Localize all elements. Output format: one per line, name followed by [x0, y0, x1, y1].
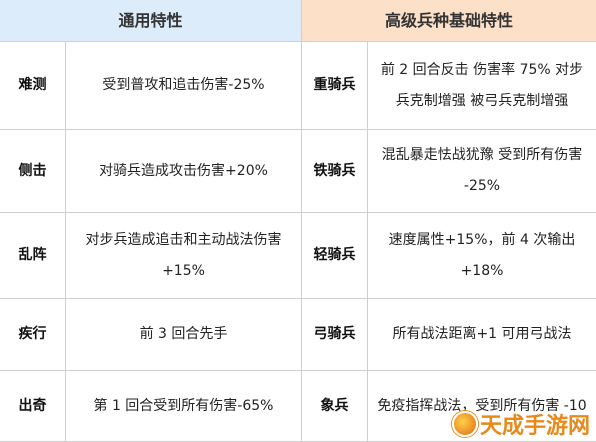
unit-description: 混乱暴走怯战犹豫 受到所有伤害 -25% [368, 130, 596, 213]
trait-name: 侧击 [0, 130, 66, 213]
unit-name: 象兵 [302, 371, 368, 442]
unit-description: 所有战法距离+1 可用弓战法 [368, 299, 596, 371]
trait-name: 疾行 [0, 299, 66, 371]
trait-description: 第 1 回合受到所有伤害-65% [66, 371, 302, 442]
trait-name: 出奇 [0, 371, 66, 442]
unit-name: 重骑兵 [302, 42, 368, 130]
unit-description: 前 2 回合反击 伤害率 75% 对步兵克制增强 被弓兵克制增强 [368, 42, 596, 130]
trait-description: 前 3 回合先手 [66, 299, 302, 371]
unit-name: 弓骑兵 [302, 299, 368, 371]
header-general-traits: 通用特性 [0, 0, 302, 42]
unit-description: 速度属性+15%，前 4 次输出 +18% [368, 213, 596, 299]
logo-icon [451, 411, 478, 437]
unit-name: 铁骑兵 [302, 130, 368, 213]
trait-description: 对骑兵造成攻击伤害+20% [66, 130, 302, 213]
trait-description: 受到普攻和追击伤害-25% [66, 42, 302, 130]
trait-name: 难测 [0, 42, 66, 130]
trait-name: 乱阵 [0, 213, 66, 299]
watermark-text: 天成手游网 [479, 414, 590, 439]
trait-description: 对步兵造成追击和主动战法伤害 +15% [66, 213, 302, 299]
unit-name: 轻骑兵 [302, 213, 368, 299]
site-watermark: 天成手游网 [451, 408, 590, 440]
header-advanced-unit-traits: 高级兵种基础特性 [302, 0, 596, 42]
